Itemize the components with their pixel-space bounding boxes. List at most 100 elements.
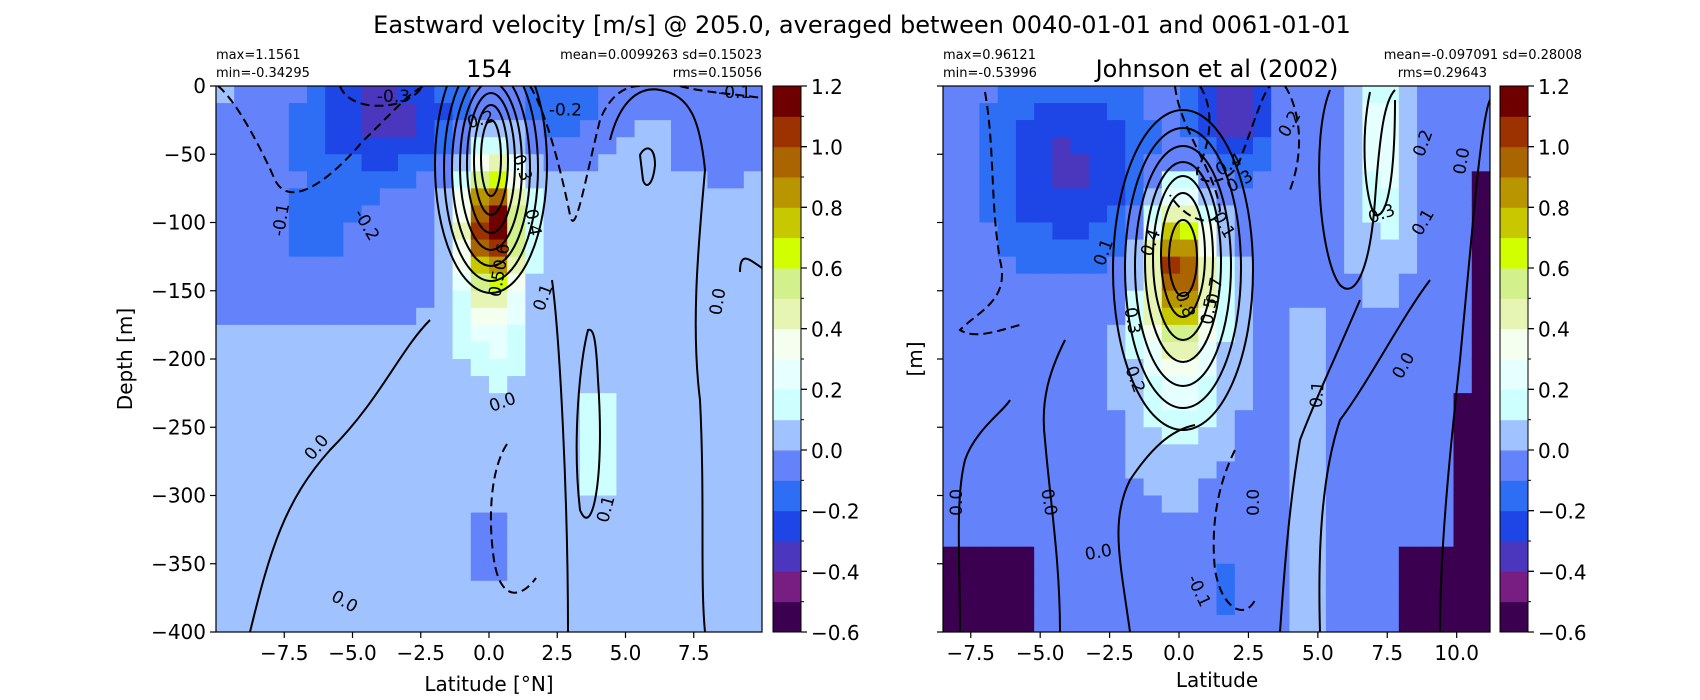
heat-cell	[434, 614, 454, 632]
heat-cell	[543, 324, 563, 343]
heat-cell	[507, 614, 526, 632]
contour-obs-zero-c	[1117, 424, 1196, 632]
heat-cell	[1143, 546, 1163, 565]
heat-cell	[379, 188, 399, 207]
heat-cell	[270, 546, 290, 565]
heat-cell	[379, 410, 399, 428]
heat-cell	[707, 597, 727, 616]
heat-cell	[580, 273, 599, 292]
heat-cell	[1252, 427, 1272, 445]
heat-cell	[343, 512, 363, 531]
heat-cell	[616, 154, 636, 172]
heat-cell	[1070, 597, 1090, 616]
heat-cell	[1161, 529, 1181, 548]
heat-cell	[634, 120, 654, 138]
heat-cell	[997, 103, 1017, 121]
heat-cell	[1143, 529, 1163, 548]
heat-cell	[1380, 614, 1400, 632]
heat-cell	[1417, 529, 1436, 548]
heat-cell	[1252, 171, 1272, 189]
heat-cell	[1344, 324, 1363, 343]
heat-cell	[1398, 103, 1418, 121]
heat-cell	[1380, 154, 1400, 172]
heat-cell	[580, 546, 599, 565]
heat-cell	[1015, 222, 1035, 241]
heat-cell	[252, 546, 272, 565]
heat-cell	[997, 188, 1017, 207]
heat-cell	[1435, 359, 1455, 377]
heat-cell	[270, 290, 290, 309]
heat-cell	[1289, 86, 1309, 104]
heat-cell	[743, 120, 762, 138]
heat-cell	[689, 307, 708, 326]
heat-cell	[216, 512, 235, 531]
heat-cell	[652, 359, 672, 377]
heat-cell	[470, 86, 490, 104]
x-tick-label: 2.5	[541, 641, 573, 665]
heat-cell	[1362, 444, 1382, 462]
contour-label: 0.1	[1307, 380, 1329, 409]
heat-cell	[307, 154, 326, 172]
heat-cell	[979, 563, 999, 582]
heat-cell	[1161, 478, 1181, 497]
heat-cell	[997, 120, 1017, 138]
heat-cell	[543, 546, 563, 565]
heat-cell	[434, 444, 454, 462]
heat-cell	[1198, 137, 1218, 155]
heat-cell	[943, 171, 962, 189]
heat-cell	[652, 324, 672, 343]
heat-cell	[1289, 495, 1309, 514]
heat-cell	[634, 563, 654, 582]
heat-cell	[1398, 341, 1418, 360]
heat-cell	[979, 137, 999, 155]
heat-cell	[507, 580, 526, 599]
heat-cell	[979, 410, 999, 428]
heat-cell	[507, 341, 526, 360]
heat-cell	[1034, 512, 1053, 531]
heat-cell	[725, 427, 745, 445]
heat-cell	[1234, 273, 1254, 292]
heat-cell	[1471, 154, 1490, 172]
heat-cell	[943, 324, 962, 343]
heat-cell	[1271, 307, 1291, 326]
heat-cell	[325, 512, 344, 531]
heat-cell	[270, 188, 290, 207]
panel-model-contour-labels: -0.3-0.2-0.10.2-0.1 -0.20.30.40.50.6 0.1 0.…	[269, 86, 752, 617]
heat-cell	[961, 205, 981, 224]
heat-cell	[398, 444, 417, 462]
colorbar-tick-label: 0.4	[1538, 318, 1570, 342]
heat-cell	[725, 120, 745, 138]
heat-cell	[1471, 239, 1490, 258]
heat-cell	[1107, 188, 1126, 207]
heat-cell	[1070, 461, 1090, 480]
heat-cell	[1052, 171, 1072, 189]
heat-cell	[561, 137, 581, 155]
heat-cell	[1015, 512, 1035, 531]
heat-cell	[1161, 461, 1181, 480]
heat-cell	[234, 359, 253, 377]
heat-cell	[507, 273, 526, 292]
heat-cell	[1107, 580, 1126, 599]
heat-cell	[434, 410, 454, 428]
heat-cell	[325, 103, 344, 121]
heat-cell	[1252, 188, 1272, 207]
heat-cell	[470, 512, 490, 531]
heat-cell	[434, 324, 454, 343]
heat-cell	[1362, 563, 1382, 582]
heat-cell	[1088, 239, 1108, 258]
heat-cell	[1125, 529, 1145, 548]
heat-cell	[725, 495, 745, 514]
panel-obs-title: Johnson et al (2002)	[1094, 55, 1339, 83]
heat-cell	[1088, 256, 1108, 275]
heat-cell	[543, 529, 563, 548]
heat-cell	[325, 256, 344, 275]
heat-cell	[634, 359, 654, 377]
heat-cell	[1015, 580, 1035, 599]
heat-cell	[507, 410, 526, 428]
heat-cell	[1198, 495, 1218, 514]
heat-cell	[288, 359, 308, 377]
heat-cell	[379, 427, 399, 445]
heat-cell	[743, 188, 762, 207]
heat-cell	[943, 546, 962, 565]
